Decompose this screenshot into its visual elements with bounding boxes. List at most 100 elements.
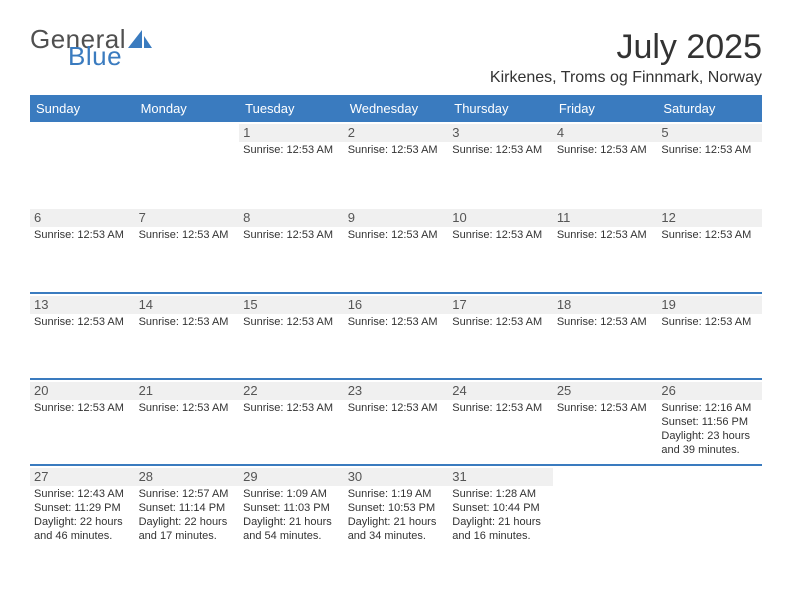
calendar-cell: 28 Sunrise: 12:57 AM Sunset: 11:14 PM Day… <box>135 465 240 551</box>
day-detail: Sunrise: 12:43 AM Sunset: 11:29 PM Dayli… <box>34 488 131 543</box>
day-number: 9 <box>344 209 449 227</box>
calendar-cell: 2 Sunrise: 12:53 AM <box>344 121 449 207</box>
col-saturday: Saturday <box>657 96 762 121</box>
day-number: 12 <box>657 209 762 227</box>
calendar-header-row: Sunday Monday Tuesday Wednesday Thursday… <box>30 96 762 121</box>
calendar-cell: 5Sunrise: 12:53 AM <box>657 121 762 207</box>
calendar-cell: 23 Sunrise: 12:53 AM <box>344 379 449 465</box>
day-detail: Sunrise: 12:53 AM <box>139 229 236 243</box>
day-number: 10 <box>448 209 553 227</box>
day-number: 15 <box>239 296 344 314</box>
day-detail: Sunrise: 12:53 AM <box>243 316 340 330</box>
day-detail: Sunrise: 12:53 AM <box>661 316 758 330</box>
day-detail: Sunrise: 12:53 AM <box>243 402 340 416</box>
day-detail: Sunrise: 12:53 AM <box>557 402 654 416</box>
day-number: 24 <box>448 382 553 400</box>
day-number: 16 <box>344 296 449 314</box>
col-sunday: Sunday <box>30 96 135 121</box>
day-number: 28 <box>135 468 240 486</box>
col-thursday: Thursday <box>448 96 553 121</box>
day-detail: Sunrise: 12:53 AM <box>452 402 549 416</box>
calendar-cell: 9 Sunrise: 12:53 AM <box>344 207 449 293</box>
day-detail: Sunrise: 12:53 AM <box>452 144 549 158</box>
logo-text: General Blue <box>30 28 154 69</box>
calendar-table: Sunday Monday Tuesday Wednesday Thursday… <box>30 95 762 551</box>
calendar-cell: 7 Sunrise: 12:53 AM <box>135 207 240 293</box>
day-detail: Sunrise: 12:53 AM <box>34 402 131 416</box>
day-number: 2 <box>344 124 449 142</box>
day-number: 14 <box>135 296 240 314</box>
calendar-week-row: 27Sunrise: 12:43 AM Sunset: 11:29 PM Day… <box>30 465 762 551</box>
title-block: July 2025 Kirkenes, Troms og Finnmark, N… <box>490 28 762 87</box>
day-detail: Sunrise: 12:53 AM <box>452 316 549 330</box>
calendar-cell <box>657 465 762 551</box>
day-detail: Sunrise: 12:53 AM <box>452 229 549 243</box>
day-detail: Sunrise: 12:53 AM <box>139 316 236 330</box>
calendar-cell: 25 Sunrise: 12:53 AM <box>553 379 658 465</box>
calendar-cell <box>30 121 135 207</box>
col-friday: Friday <box>553 96 658 121</box>
calendar-cell: 20 Sunrise: 12:53 AM <box>30 379 135 465</box>
day-detail: Sunrise: 12:53 AM <box>557 316 654 330</box>
day-detail: Sunrise: 12:53 AM <box>661 229 758 243</box>
day-detail: Sunrise: 12:53 AM <box>557 229 654 243</box>
day-detail: Sunrise: 12:53 AM <box>34 316 131 330</box>
calendar-cell: 19Sunrise: 12:53 AM <box>657 293 762 379</box>
day-number: 4 <box>553 124 658 142</box>
day-number: 21 <box>135 382 240 400</box>
day-number: 29 <box>239 468 344 486</box>
page-subtitle: Kirkenes, Troms og Finnmark, Norway <box>490 69 762 87</box>
calendar-cell: 22 Sunrise: 12:53 AM <box>239 379 344 465</box>
day-number: 6 <box>30 209 135 227</box>
calendar-cell <box>135 121 240 207</box>
day-number: 8 <box>239 209 344 227</box>
day-detail: Sunrise: 12:53 AM <box>243 144 340 158</box>
calendar-week-row: 20Sunrise: 12:53 AM21Sunrise: 12:53 AM22… <box>30 379 762 465</box>
calendar-cell: 17Sunrise: 12:53 AM <box>448 293 553 379</box>
calendar-cell: 12 Sunrise: 12:53 AM <box>657 207 762 293</box>
day-detail: Sunrise: 12:53 AM <box>348 316 445 330</box>
col-tuesday: Tuesday <box>239 96 344 121</box>
calendar-cell: 16 Sunrise: 12:53 AM <box>344 293 449 379</box>
day-detail: Sunrise: 12:16 AM Sunset: 11:56 PM Dayli… <box>661 402 758 457</box>
day-detail: Sunrise: 12:57 AM Sunset: 11:14 PM Dayli… <box>139 488 236 543</box>
calendar-cell: 29 Sunrise: 1:09 AM Sunset: 11:03 PM Dayl… <box>239 465 344 551</box>
col-monday: Monday <box>135 96 240 121</box>
calendar-week-row: 1Sunrise: 12:53 AM2Sunrise: 12:53 AM3Sun… <box>30 121 762 207</box>
day-detail: Sunrise: 12:53 AM <box>34 229 131 243</box>
calendar-cell: 13 Sunrise: 12:53 AM <box>30 293 135 379</box>
day-number: 18 <box>553 296 658 314</box>
day-number: 22 <box>239 382 344 400</box>
calendar-cell: 27Sunrise: 12:43 AM Sunset: 11:29 PM Day… <box>30 465 135 551</box>
day-detail: Sunrise: 1:09 AM Sunset: 11:03 PM Daylig… <box>243 488 340 543</box>
day-number: 20 <box>30 382 135 400</box>
day-number: 1 <box>239 124 344 142</box>
calendar-cell: 6 Sunrise: 12:53 AM <box>30 207 135 293</box>
calendar-week-row: 13Sunrise: 12:53 AM14Sunrise: 12:53 AM15… <box>30 293 762 379</box>
day-detail: Sunrise: 12:53 AM <box>139 402 236 416</box>
logo: General Blue <box>30 28 154 69</box>
day-number: 25 <box>553 382 658 400</box>
calendar-week-row: 6Sunrise: 12:53 AM7Sunrise: 12:53 AM8Sun… <box>30 207 762 293</box>
day-detail: Sunrise: 12:53 AM <box>348 229 445 243</box>
calendar-cell: 30Sunrise: 1:19 AM Sunset: 10:53 PM Dayl… <box>344 465 449 551</box>
day-number: 7 <box>135 209 240 227</box>
calendar-cell: 11 Sunrise: 12:53 AM <box>553 207 658 293</box>
calendar-cell: 14 Sunrise: 12:53 AM <box>135 293 240 379</box>
calendar-cell: 18 Sunrise: 12:53 AM <box>553 293 658 379</box>
day-number: 13 <box>30 296 135 314</box>
day-detail: Sunrise: 12:53 AM <box>348 402 445 416</box>
day-detail: Sunrise: 12:53 AM <box>243 229 340 243</box>
day-detail: Sunrise: 12:53 AM <box>348 144 445 158</box>
calendar-cell: 31Sunrise: 1:28 AM Sunset: 10:44 PM Dayl… <box>448 465 553 551</box>
day-number: 23 <box>344 382 449 400</box>
calendar-cell: 4 Sunrise: 12:53 AM <box>553 121 658 207</box>
day-detail: Sunrise: 12:53 AM <box>557 144 654 158</box>
logo-word-2: Blue <box>68 45 154 68</box>
day-number: 11 <box>553 209 658 227</box>
calendar-cell: 15 Sunrise: 12:53 AM <box>239 293 344 379</box>
calendar-cell: 8 Sunrise: 12:53 AM <box>239 207 344 293</box>
calendar-cell: 1 Sunrise: 12:53 AM <box>239 121 344 207</box>
day-number: 26 <box>657 382 762 400</box>
calendar-cell: 24 Sunrise: 12:53 AM <box>448 379 553 465</box>
